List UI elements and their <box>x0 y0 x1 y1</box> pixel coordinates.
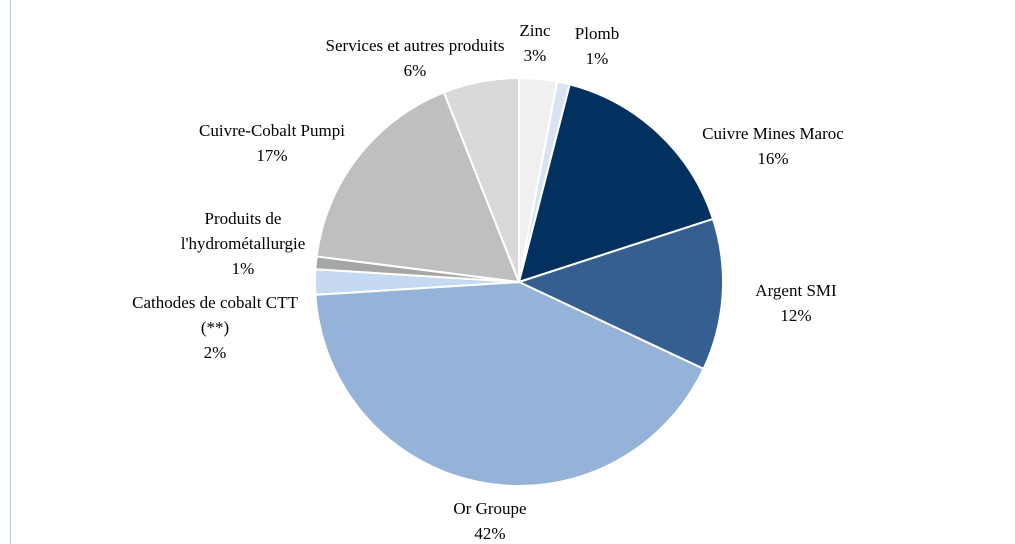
category-name: Produits de l'hydrométallurgie <box>180 209 306 253</box>
percent-label: 42% <box>474 524 506 543</box>
category-name: Cuivre Mines Maroc <box>702 124 844 143</box>
slice-label: Or Groupe 42% <box>420 496 560 544</box>
percent-label: 17% <box>256 146 288 165</box>
pie-slice <box>315 91 521 284</box>
percent-label: 12% <box>780 306 812 325</box>
percent-label: 3% <box>523 46 547 65</box>
slice-label: Produits de l'hydrométallurgie 1% <box>163 206 323 281</box>
category-name: Services et autres produits <box>325 36 505 55</box>
category-name: Or Groupe <box>453 499 527 518</box>
slice-label: Cuivre Mines Maroc 16% <box>663 121 883 171</box>
category-name: Cuivre-Cobalt Pumpi <box>199 121 345 140</box>
pie-slice <box>442 76 520 283</box>
slice-label: Cuivre-Cobalt Pumpi 17% <box>172 118 372 168</box>
percent-label: 1% <box>585 49 609 68</box>
pie-slice <box>314 280 705 487</box>
slice-label: Argent SMI 12% <box>726 278 866 328</box>
pie-slice <box>516 217 724 371</box>
category-name: Cathodes de cobalt CTT (**) <box>132 293 298 337</box>
category-name: Argent SMI <box>755 281 837 300</box>
slice-label: Plomb 1% <box>567 21 627 71</box>
percent-label: 1% <box>231 259 255 278</box>
slice-label: Cathodes de cobalt CTT (**) 2% <box>125 290 305 365</box>
category-name: Plomb <box>574 24 620 43</box>
pie-slice <box>517 83 715 284</box>
percent-label: 2% <box>203 343 227 362</box>
slice-label: Zinc 3% <box>505 18 565 68</box>
percent-label: 6% <box>403 61 427 80</box>
category-name: Zinc <box>519 21 551 40</box>
percent-label: 16% <box>757 149 789 168</box>
slice-label: Services et autres produits 6% <box>290 33 540 83</box>
